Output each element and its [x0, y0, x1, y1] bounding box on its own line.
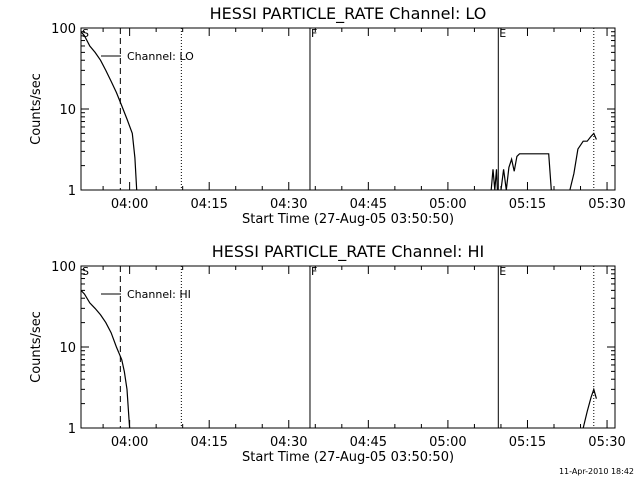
data-line — [500, 153, 552, 191]
y-tick-label: 1 — [68, 422, 76, 437]
x-tick-label: 04:30 — [270, 435, 307, 450]
data-line — [569, 132, 597, 191]
event-marker-label: E — [499, 265, 506, 278]
legend-label: Channel: HI — [127, 288, 191, 301]
x-tick-label: 04:00 — [111, 435, 148, 450]
timestamp-footer: 11-Apr-2010 18:42 — [558, 467, 634, 476]
x-tick-label: 04:45 — [350, 435, 387, 450]
y-tick-label: 100 — [51, 260, 76, 275]
y-axis-label: Counts/sec — [29, 73, 44, 145]
x-tick-label: 05:15 — [509, 435, 546, 450]
x-tick-label: 05:30 — [588, 197, 625, 212]
data-line — [80, 31, 138, 191]
x-tick-label: 04:15 — [190, 197, 227, 212]
y-tick-label: 100 — [51, 22, 76, 37]
data-line — [582, 387, 597, 429]
x-axis-label: Start Time (27-Aug-05 03:50:50) — [242, 212, 454, 227]
event-marker-label: E — [499, 27, 506, 40]
x-tick-label: 04:15 — [190, 435, 227, 450]
chart-title: HESSI PARTICLE_RATE Channel: LO — [210, 4, 487, 24]
y-tick-label: 1 — [68, 184, 76, 199]
x-tick-label: 04:00 — [111, 197, 148, 212]
panel-lo: HESSI PARTICLE_RATE Channel: LO 1 10 100 04:… — [29, 4, 626, 227]
event-marker-label: F — [311, 27, 317, 40]
x-tick-label: 05:30 — [588, 435, 625, 450]
x-tick-label: 05:15 — [509, 197, 546, 212]
x-tick-label: 05:00 — [429, 435, 466, 450]
panel-hi: HESSI PARTICLE_RATE Channel: HI 1 10 100 04:… — [29, 242, 626, 465]
x-axis-label: Start Time (27-Aug-05 03:50:50) — [242, 450, 454, 465]
data-line — [80, 289, 131, 429]
x-tick-label: 04:30 — [270, 197, 307, 212]
data-line — [490, 169, 498, 191]
chart-title: HESSI PARTICLE_RATE Channel: HI — [212, 242, 485, 262]
legend-label: Channel: LO — [127, 50, 194, 63]
event-marker-label: F — [311, 265, 317, 278]
y-tick-label: 10 — [59, 103, 76, 118]
y-tick-label: 10 — [59, 341, 76, 356]
x-tick-label: 04:45 — [350, 197, 387, 212]
event-marker-label: S — [82, 27, 89, 40]
x-tick-label: 05:00 — [429, 197, 466, 212]
event-marker-label: S — [82, 265, 89, 278]
y-axis-label: Counts/sec — [29, 311, 44, 383]
